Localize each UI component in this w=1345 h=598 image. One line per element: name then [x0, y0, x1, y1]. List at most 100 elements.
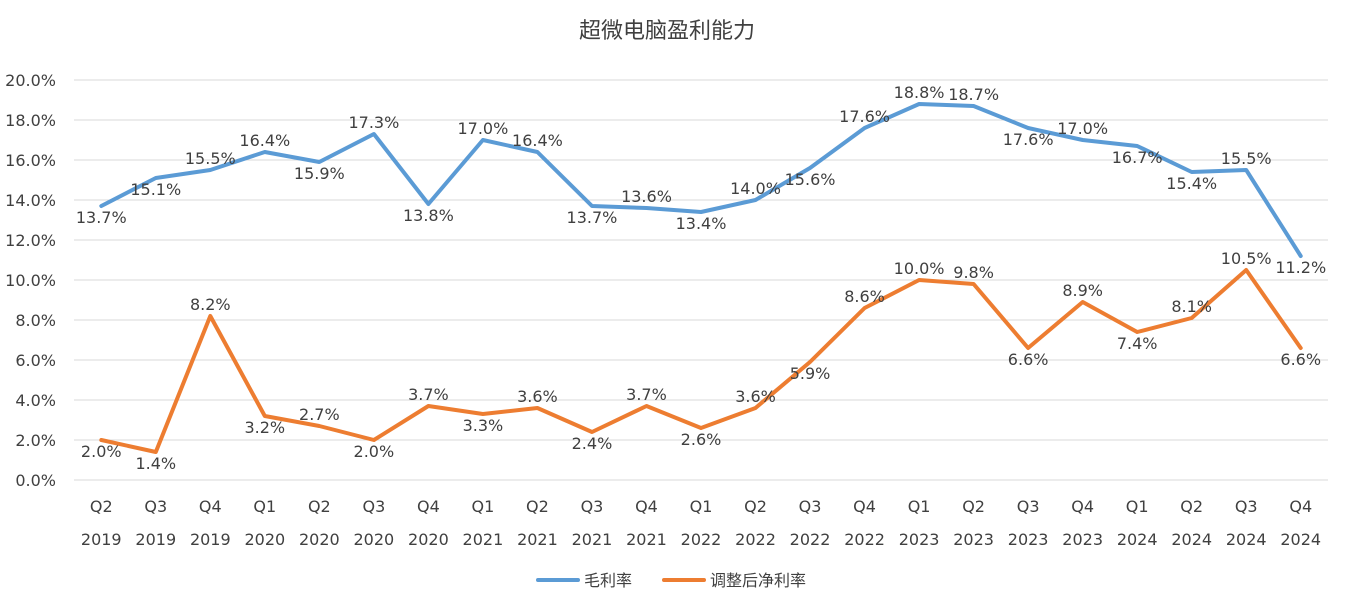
y-tick-label: 8.0% [15, 311, 56, 330]
x-tick-year: 2021 [517, 530, 558, 549]
y-tick-label: 2.0% [15, 431, 56, 450]
x-tick-quarter: Q1 [472, 497, 495, 516]
x-tick-quarter: Q1 [690, 497, 713, 516]
x-tick-year: 2021 [572, 530, 613, 549]
data-label: 13.8% [403, 206, 454, 225]
data-label: 10.5% [1221, 249, 1272, 268]
data-label: 17.6% [839, 107, 890, 126]
data-label: 3.2% [244, 418, 285, 437]
data-label: 16.4% [512, 131, 563, 150]
x-tick-quarter: Q3 [144, 497, 167, 516]
x-tick-year: 2022 [790, 530, 831, 549]
x-tick-year: 2024 [1226, 530, 1267, 549]
y-tick-label: 20.0% [5, 71, 56, 90]
data-label: 17.0% [1057, 119, 1108, 138]
data-label: 18.7% [948, 85, 999, 104]
x-tick-quarter: Q1 [908, 497, 931, 516]
x-tick-quarter: Q1 [253, 497, 276, 516]
data-label: 11.2% [1275, 258, 1326, 277]
x-tick-year: 2024 [1280, 530, 1321, 549]
data-label: 3.6% [735, 387, 776, 406]
data-label: 15.1% [130, 180, 181, 199]
x-tick-year: 2024 [1171, 530, 1212, 549]
x-tick-year: 2020 [408, 530, 449, 549]
x-tick-year: 2020 [244, 530, 285, 549]
x-tick-year: 2022 [844, 530, 885, 549]
data-label: 15.9% [294, 164, 345, 183]
x-tick-quarter: Q4 [635, 497, 658, 516]
x-tick-quarter: Q1 [1126, 497, 1149, 516]
x-tick-quarter: Q2 [962, 497, 985, 516]
x-tick-quarter: Q4 [1071, 497, 1094, 516]
data-label: 3.3% [463, 416, 504, 435]
data-label: 3.7% [626, 385, 667, 404]
data-label: 17.3% [348, 113, 399, 132]
x-tick-quarter: Q4 [1289, 497, 1312, 516]
x-tick-quarter: Q2 [90, 497, 113, 516]
x-tick-quarter: Q4 [853, 497, 876, 516]
data-label: 2.4% [572, 434, 613, 453]
x-tick-year: 2022 [735, 530, 776, 549]
x-tick-year: 2022 [681, 530, 722, 549]
data-label: 8.1% [1171, 297, 1212, 316]
data-label: 18.8% [894, 83, 945, 102]
x-tick-year: 2020 [354, 530, 395, 549]
data-label: 6.6% [1008, 350, 1049, 369]
data-label: 13.6% [621, 187, 672, 206]
data-label: 3.7% [408, 385, 449, 404]
x-tick-quarter: Q4 [199, 497, 222, 516]
legend-label-1: 毛利率 [584, 571, 632, 590]
series-line-2 [99, 268, 1303, 454]
data-label: 14.0% [730, 179, 781, 198]
x-tick-quarter: Q2 [744, 497, 767, 516]
y-tick-label: 4.0% [15, 391, 56, 410]
y-tick-label: 0.0% [15, 471, 56, 490]
data-label: 1.4% [135, 454, 176, 473]
x-tick-year: 2023 [953, 530, 994, 549]
x-tick-year: 2021 [626, 530, 667, 549]
x-tick-quarter: Q3 [1017, 497, 1040, 516]
x-tick-year: 2020 [299, 530, 340, 549]
data-label: 8.6% [844, 287, 885, 306]
x-tick-quarter: Q3 [1235, 497, 1258, 516]
y-tick-label: 6.0% [15, 351, 56, 370]
data-label: 3.6% [517, 387, 558, 406]
data-label: 17.6% [1003, 130, 1054, 149]
series-lines [99, 102, 1303, 454]
data-label: 2.6% [681, 430, 722, 449]
x-tick-quarter: Q2 [1180, 497, 1203, 516]
x-tick-year: 2019 [135, 530, 176, 549]
x-tick-quarter: Q3 [799, 497, 822, 516]
data-label: 13.7% [567, 208, 618, 227]
x-tick-year: 2023 [1008, 530, 1049, 549]
data-label: 15.6% [785, 170, 836, 189]
data-label: 9.8% [953, 263, 994, 282]
y-tick-label: 10.0% [5, 271, 56, 290]
x-tick-quarter: Q2 [308, 497, 331, 516]
x-tick-year: 2019 [81, 530, 122, 549]
data-label: 7.4% [1117, 334, 1158, 353]
data-labels: 13.7%15.1%15.5%16.4%15.9%17.3%13.8%17.0%… [76, 83, 1326, 473]
x-tick-quarter: Q3 [581, 497, 604, 516]
data-label: 16.7% [1112, 148, 1163, 167]
data-label: 2.0% [354, 442, 395, 461]
data-label: 13.7% [76, 208, 127, 227]
data-label: 5.9% [790, 364, 831, 383]
legend-label-2: 调整后净利率 [710, 571, 806, 590]
data-label: 2.0% [81, 442, 122, 461]
y-axis-ticks: 0.0% 2.0% 4.0% 6.0% 8.0% 10.0% 12.0% 14.0% 16.0%… [5, 71, 56, 490]
data-label: 15.4% [1166, 174, 1217, 193]
y-tick-label: 18.0% [5, 111, 56, 130]
x-tick-year: 2019 [190, 530, 231, 549]
x-tick-year: 2023 [1062, 530, 1103, 549]
chart-title: 超微电脑盈利能力 [579, 19, 755, 44]
legend: 毛利率 调整后净利率 [536, 571, 806, 590]
data-label: 6.6% [1280, 350, 1321, 369]
data-label: 15.5% [185, 149, 236, 168]
y-tick-label: 14.0% [5, 191, 56, 210]
y-tick-label: 12.0% [5, 231, 56, 250]
series-line-1 [99, 102, 1303, 258]
data-label: 17.0% [457, 119, 508, 138]
x-tick-year: 2021 [463, 530, 504, 549]
